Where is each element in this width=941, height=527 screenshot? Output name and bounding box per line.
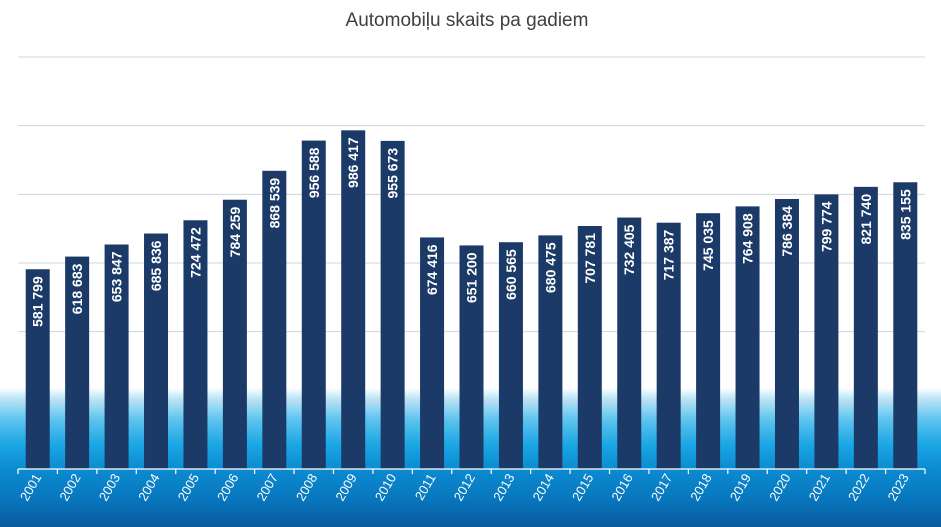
bar-2012 bbox=[459, 245, 484, 469]
bar-2023 bbox=[893, 182, 918, 470]
value-label-2008: 956 588 bbox=[306, 147, 322, 198]
value-label-2004: 685 836 bbox=[148, 240, 164, 291]
bar-2016 bbox=[617, 217, 642, 469]
value-label-2017: 717 387 bbox=[661, 229, 677, 280]
bar-2001 bbox=[25, 269, 50, 469]
x-axis-ticks: 2001 2002 2003 2004 2005 2006 2007 2008 2009 2010… bbox=[17, 469, 926, 504]
x-tick-label-2004: 2004 bbox=[135, 471, 162, 504]
x-tick-label-2007: 2007 bbox=[253, 471, 280, 504]
bar-2008 bbox=[301, 140, 326, 469]
bar-2019 bbox=[735, 206, 760, 469]
x-tick-label-2015: 2015 bbox=[569, 471, 596, 504]
x-tick-label-2012: 2012 bbox=[451, 471, 478, 504]
bar-2009 bbox=[341, 130, 366, 469]
bar-2021 bbox=[814, 194, 839, 469]
x-tick-label-2010: 2010 bbox=[372, 471, 399, 504]
bar-2003 bbox=[104, 244, 129, 469]
value-labels: 581 799 618 683 653 847 685 836 724 472 784 2… bbox=[30, 137, 914, 327]
bar-2014 bbox=[538, 235, 563, 469]
x-tick-label-2018: 2018 bbox=[687, 471, 714, 504]
x-tick-label-2023: 2023 bbox=[884, 471, 911, 504]
bar-2007 bbox=[262, 170, 287, 469]
value-label-2018: 745 035 bbox=[700, 220, 716, 271]
x-tick-label-2021: 2021 bbox=[806, 471, 833, 504]
x-tick-label-2009: 2009 bbox=[332, 471, 359, 504]
value-label-2003: 653 847 bbox=[109, 251, 125, 302]
value-label-2001: 581 799 bbox=[30, 276, 46, 327]
bar-2017 bbox=[656, 222, 681, 469]
value-label-2002: 618 683 bbox=[69, 263, 85, 314]
x-tick-label-2020: 2020 bbox=[766, 471, 793, 504]
bar-2020 bbox=[774, 199, 799, 469]
x-tick-label-2008: 2008 bbox=[293, 471, 320, 504]
bars bbox=[25, 130, 918, 470]
bar-2022 bbox=[853, 186, 878, 469]
bar-2015 bbox=[577, 225, 602, 469]
x-tick-label-2001: 2001 bbox=[17, 471, 44, 504]
value-label-2013: 660 565 bbox=[503, 249, 519, 300]
bar-2005 bbox=[183, 220, 208, 469]
value-label-2022: 821 740 bbox=[858, 194, 874, 245]
bar-2018 bbox=[696, 213, 721, 469]
value-label-2009: 986 417 bbox=[345, 137, 361, 188]
value-label-2010: 955 673 bbox=[385, 148, 401, 199]
x-tick-label-2014: 2014 bbox=[530, 471, 557, 504]
x-tick-label-2002: 2002 bbox=[56, 471, 83, 504]
value-label-2011: 674 416 bbox=[424, 244, 440, 295]
value-label-2012: 651 200 bbox=[464, 252, 480, 303]
value-label-2016: 732 405 bbox=[621, 224, 637, 275]
bar-2011 bbox=[420, 237, 445, 469]
value-label-2015: 707 781 bbox=[582, 233, 598, 284]
x-tick-label-2005: 2005 bbox=[175, 471, 202, 504]
value-label-2023: 835 155 bbox=[897, 189, 913, 240]
value-label-2021: 799 774 bbox=[818, 201, 834, 252]
x-tick-label-2016: 2016 bbox=[608, 471, 635, 504]
value-label-2005: 724 472 bbox=[187, 227, 203, 278]
value-label-2019: 764 908 bbox=[740, 213, 756, 264]
x-tick-label-2017: 2017 bbox=[648, 471, 675, 504]
value-label-2020: 786 384 bbox=[779, 206, 795, 257]
x-tick-label-2013: 2013 bbox=[490, 471, 517, 504]
bar-2006 bbox=[222, 199, 247, 470]
x-tick-label-2006: 2006 bbox=[214, 471, 241, 504]
bar-2002 bbox=[65, 256, 90, 469]
bar-2013 bbox=[498, 242, 523, 469]
value-label-2014: 680 475 bbox=[542, 242, 558, 293]
chart-title: Automobiļu skaits pa gadiem bbox=[346, 10, 589, 31]
x-tick-label-2019: 2019 bbox=[727, 471, 754, 504]
x-tick-label-2003: 2003 bbox=[96, 471, 123, 504]
x-tick-label-2011: 2011 bbox=[412, 471, 439, 503]
x-tick-label-2022: 2022 bbox=[845, 471, 872, 504]
value-label-2006: 784 259 bbox=[227, 207, 243, 258]
bar-2004 bbox=[144, 233, 169, 469]
value-label-2007: 868 539 bbox=[266, 178, 282, 229]
bar-2010 bbox=[380, 140, 405, 469]
